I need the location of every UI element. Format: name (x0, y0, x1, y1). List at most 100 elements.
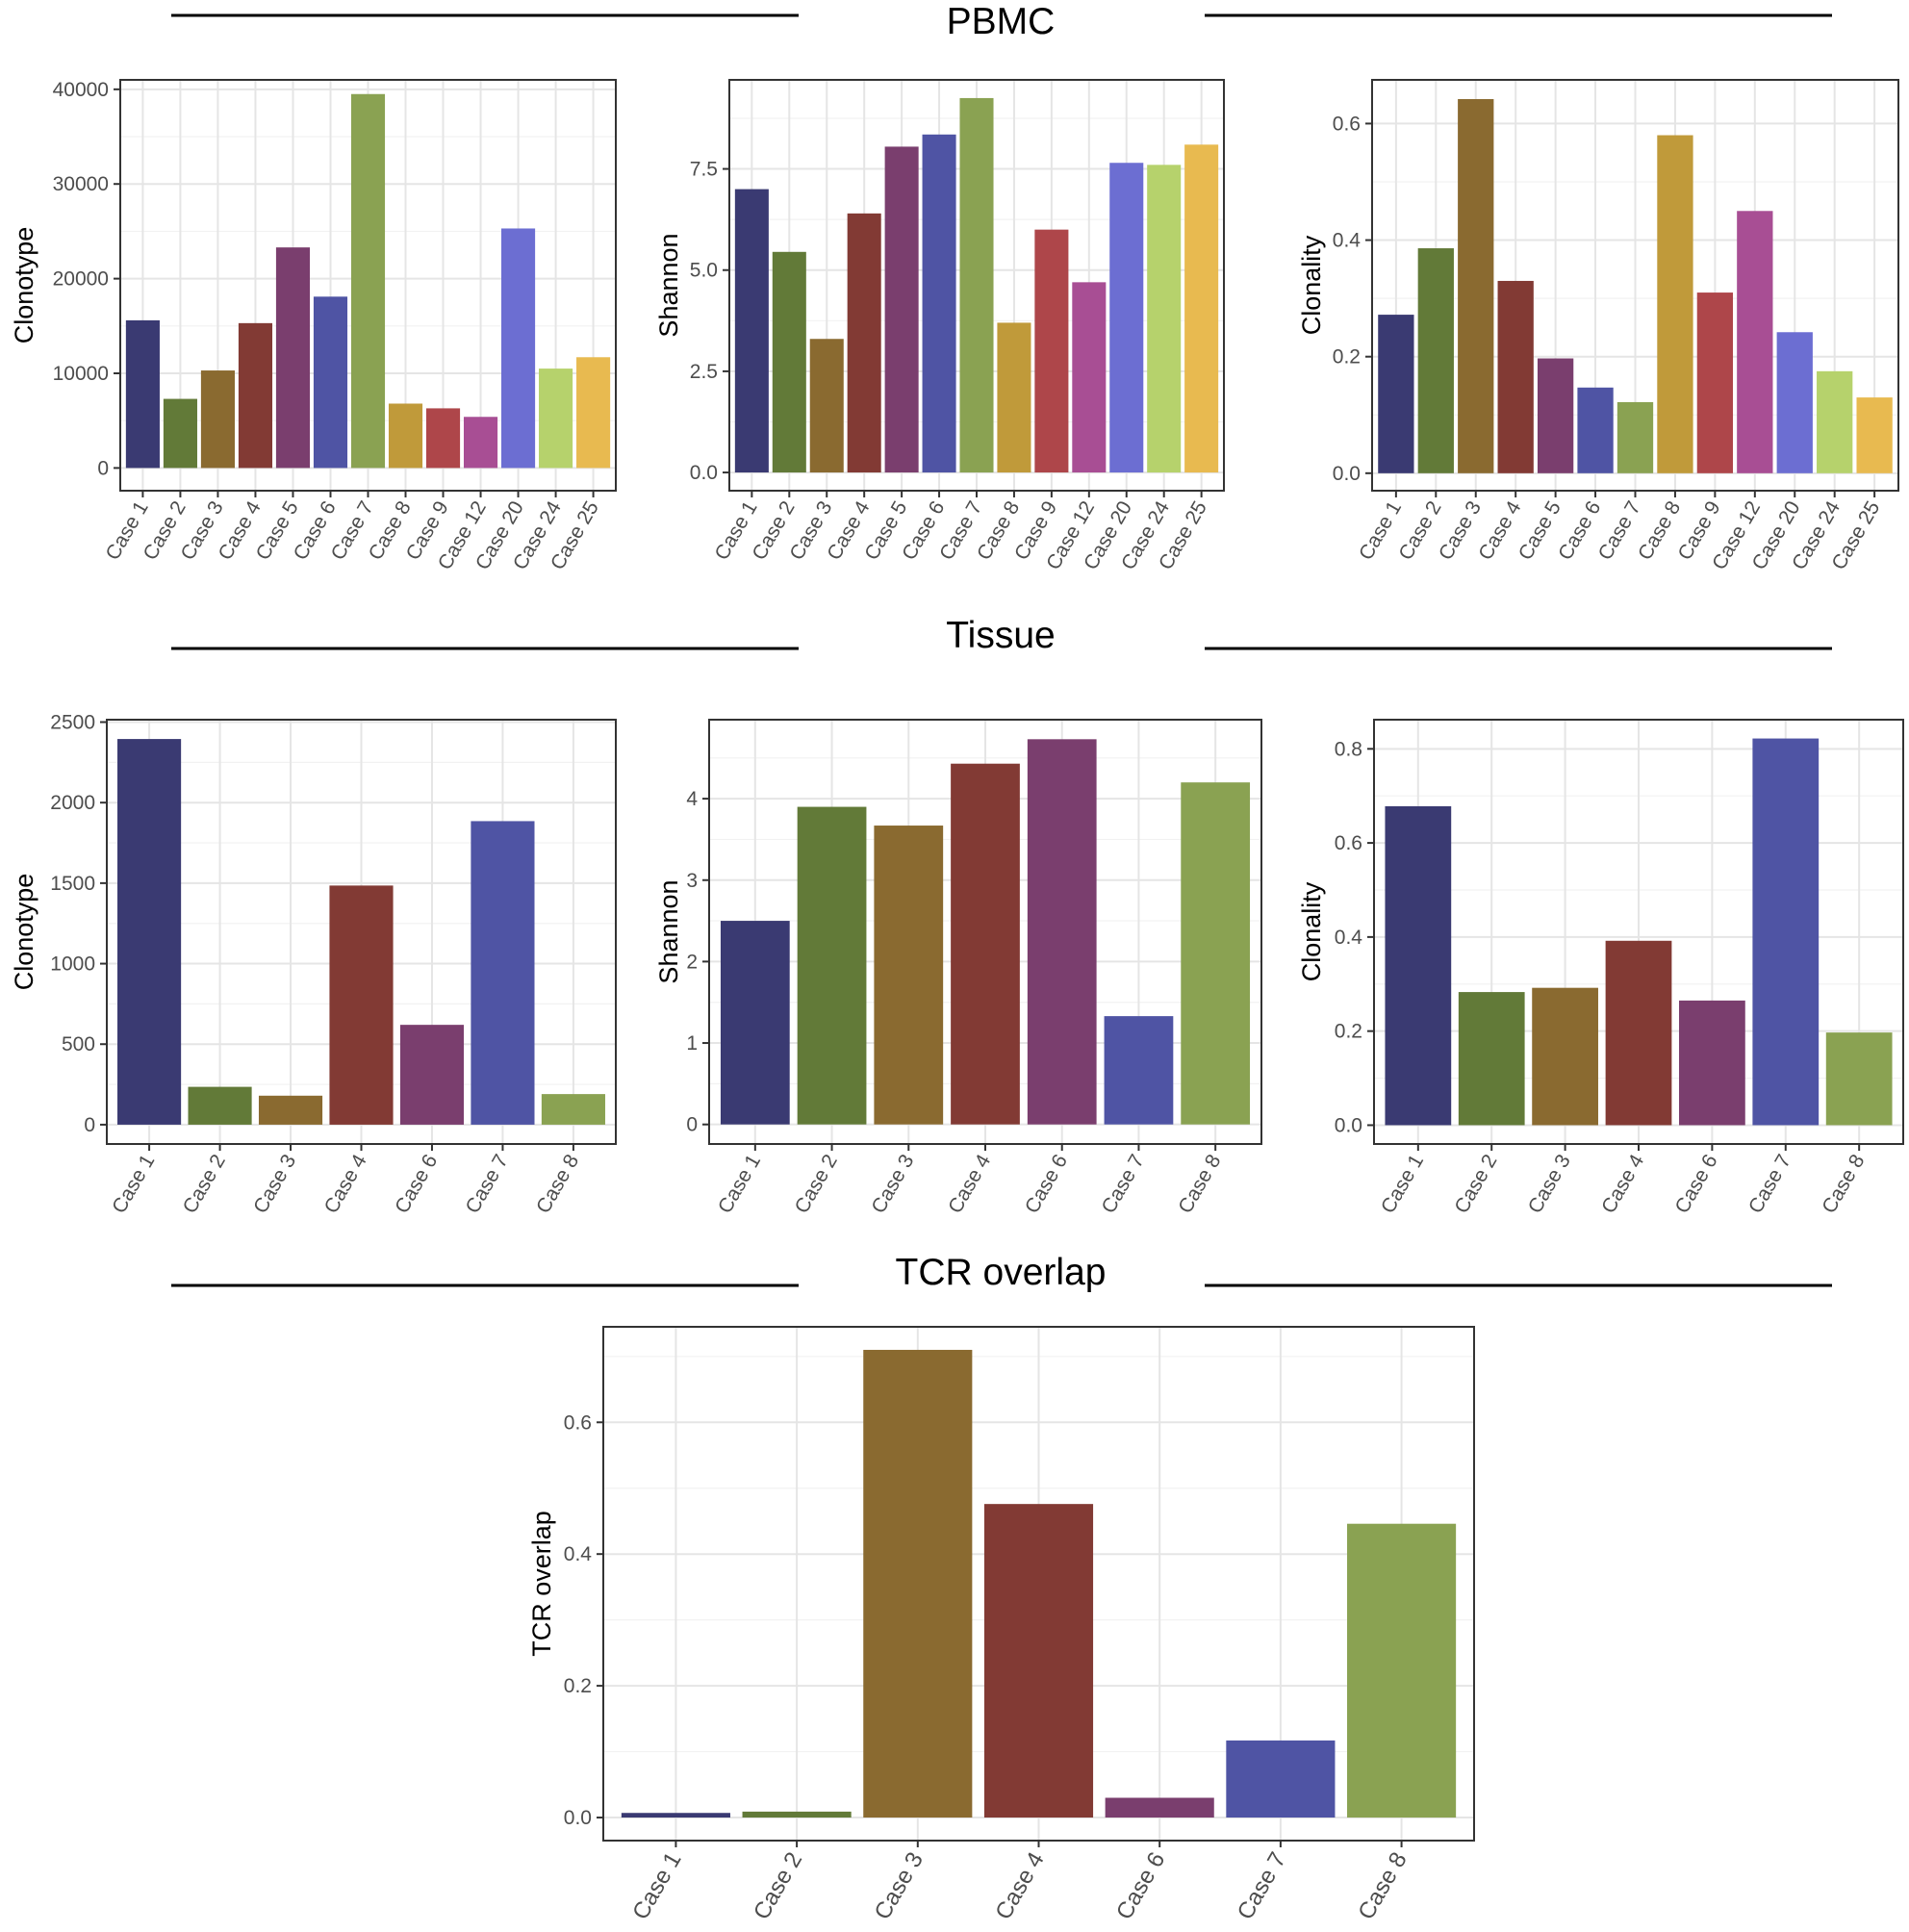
y-axis-title: Shannon (654, 233, 683, 337)
bar-case-1 (621, 1813, 730, 1818)
x-tick-label-case-7: Case 7 (462, 1151, 513, 1217)
y-tick-label: 0 (686, 1114, 698, 1136)
bar-case-2 (797, 806, 867, 1125)
y-tick-label: 0.2 (1333, 346, 1361, 369)
x-tick-label-case-4: Case 4 (320, 1151, 371, 1217)
x-tick-label-case-4: Case 4 (944, 1151, 995, 1217)
tissue-clonotype-chart: 0 500 1000 1500 2000 2500 Case 1 Case 2 Case 3 Ca… (10, 712, 617, 1217)
x-tick-label-case-1: Case 1 (714, 1151, 765, 1217)
y-tick-label: 0.6 (1333, 113, 1361, 135)
bar-case-12 (463, 417, 498, 469)
section-header-overlap: TCR overlap (171, 1252, 1832, 1293)
bar-case-1 (117, 739, 182, 1125)
bar-case-6 (922, 134, 956, 473)
y-tick-label: 10000 (53, 363, 109, 385)
x-tick-label-case-6: Case 6 (1671, 1151, 1722, 1217)
tissue-shannon-chart: 0 1 2 3 4 Case 1 Case 2 Case 3 Case 4 Case 6 Case … (654, 719, 1262, 1217)
bar-case-20 (501, 228, 536, 469)
y-tick-label: 0.6 (564, 1411, 592, 1434)
bar-case-7 (1104, 1016, 1174, 1125)
y-tick-label: 0.2 (564, 1675, 592, 1697)
bar-case-1 (734, 189, 769, 473)
x-tick-label-case-7: Case 7 (1233, 1848, 1291, 1924)
bar-case-9 (1696, 292, 1734, 473)
y-axis-title: Clonality (1297, 881, 1326, 981)
x-tick-label-case-3: Case 3 (249, 1151, 300, 1217)
bar-case-25 (1856, 397, 1893, 473)
x-tick-label-case-2: Case 2 (749, 1848, 807, 1924)
bar-case-3 (200, 370, 235, 469)
section-header-tissue: Tissue (171, 615, 1832, 656)
x-tick-label-case-8: Case 8 (1818, 1151, 1869, 1217)
bar-case-24 (539, 369, 573, 469)
x-tick-label-case-3: Case 3 (867, 1151, 918, 1217)
y-tick-label: 40000 (53, 79, 109, 101)
bar-case-4 (1605, 940, 1672, 1126)
bar-case-3 (1532, 987, 1598, 1126)
bar-case-2 (1458, 992, 1525, 1126)
bar-case-5 (275, 247, 311, 469)
y-tick-label: 0 (84, 1114, 95, 1136)
y-tick-label: 0.0 (1335, 1114, 1362, 1136)
bar-case-7 (1226, 1740, 1336, 1818)
y-tick-label: 2 (686, 951, 698, 973)
y-tick-label: 0.2 (1335, 1021, 1362, 1043)
bar-case-7 (959, 97, 994, 473)
y-tick-label: 1000 (50, 953, 95, 976)
bar-case-8 (997, 322, 1031, 473)
tissue-clonality-chart: 0.0 0.2 0.4 0.6 0.8 Case 1 Case 2 Case 3 Case 4 C… (1297, 719, 1904, 1217)
y-tick-label: 20000 (53, 268, 109, 291)
bar-case-4 (238, 322, 273, 469)
y-axis-title: Clonotype (10, 227, 38, 344)
bar-case-8 (388, 403, 423, 469)
bar-case-4 (983, 1504, 1094, 1818)
x-tick-label-case-3: Case 3 (870, 1848, 929, 1924)
y-tick-label: 0.0 (690, 462, 718, 484)
y-axis-title: TCR overlap (527, 1511, 556, 1657)
y-tick-label: 0.4 (1335, 927, 1363, 949)
bar-case-24 (1147, 165, 1182, 473)
bar-case-24 (1817, 370, 1853, 473)
x-tick-label-case-8: Case 8 (532, 1151, 583, 1217)
bar-case-9 (1034, 229, 1069, 473)
y-tick-label: 2.5 (690, 361, 718, 383)
y-tick-label: 0.0 (564, 1807, 592, 1829)
bar-case-20 (1109, 163, 1144, 473)
y-tick-label: 0.4 (564, 1543, 593, 1565)
bar-case-6 (1679, 1000, 1745, 1126)
bar-case-25 (576, 357, 611, 469)
y-tick-label: 2500 (50, 712, 95, 734)
bar-case-8 (1347, 1523, 1457, 1818)
bar-case-6 (399, 1025, 465, 1125)
y-tick-label: 0 (97, 457, 109, 479)
y-tick-label: 1500 (50, 873, 95, 895)
y-axis-title: Clonotype (10, 874, 38, 991)
y-tick-label: 5.0 (690, 260, 718, 282)
bar-case-1 (1385, 805, 1452, 1126)
y-tick-label: 0.0 (1333, 463, 1361, 485)
x-tick-label-case-8: Case 8 (1353, 1848, 1412, 1924)
y-tick-label: 7.5 (690, 159, 718, 181)
bar-case-3 (809, 339, 844, 473)
y-axis-title: Shannon (654, 879, 683, 983)
x-tick-label-case-1: Case 1 (1377, 1151, 1428, 1217)
bar-case-5 (884, 146, 919, 473)
x-tick-label-case-7: Case 7 (1744, 1151, 1795, 1217)
bar-case-12 (1737, 211, 1773, 473)
bar-case-9 (425, 408, 461, 469)
bar-case-4 (847, 213, 881, 473)
bar-case-6 (1027, 739, 1097, 1125)
x-tick-label-case-6: Case 6 (391, 1151, 442, 1217)
bar-case-8 (1181, 782, 1251, 1125)
y-axis-title: Clonality (1297, 235, 1326, 335)
bar-case-2 (742, 1811, 852, 1818)
bar-case-2 (1417, 248, 1454, 473)
bar-case-2 (163, 398, 197, 469)
y-tick-label: 0.8 (1335, 738, 1362, 760)
y-tick-label: 0.6 (1335, 832, 1362, 854)
bar-case-8 (1657, 135, 1693, 473)
x-tick-label-case-7: Case 7 (1098, 1151, 1149, 1217)
